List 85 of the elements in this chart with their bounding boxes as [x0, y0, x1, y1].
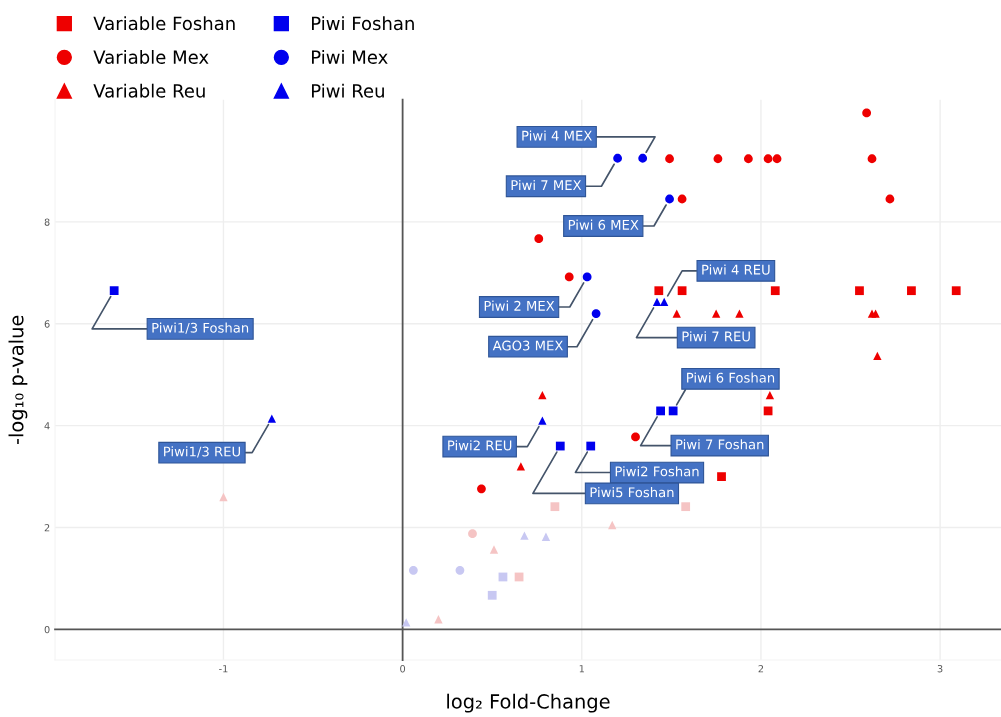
- point: [408, 565, 418, 575]
- point: [434, 615, 443, 624]
- y-tick-label: 6: [44, 320, 50, 328]
- point: [907, 286, 916, 296]
- y-axis-title: -log₁₀ p-value: [8, 315, 28, 445]
- point: [538, 416, 547, 425]
- annotation: Piwi1/3 REU: [164, 446, 240, 458]
- annotation: Piwi2 Foshan: [615, 466, 699, 477]
- annotation: Piwi 7 MEX: [511, 179, 582, 190]
- point: [873, 351, 882, 361]
- x-tick-label: 0: [400, 665, 406, 673]
- point: [656, 406, 665, 416]
- point: [550, 502, 560, 512]
- annotation: Piwi 7 REU: [682, 331, 750, 342]
- annotation: Piwi 7 Foshan: [676, 439, 764, 450]
- point: [267, 414, 276, 423]
- point: [668, 406, 678, 416]
- point: [591, 309, 601, 318]
- point: [862, 108, 872, 118]
- point: [219, 492, 228, 502]
- point: [608, 520, 617, 530]
- legend-label: Piwi Foshan: [312, 16, 414, 31]
- point: [885, 194, 895, 204]
- point: [489, 545, 499, 554]
- point: [713, 154, 723, 164]
- point: [613, 153, 622, 163]
- legend-label: Variable Foshan: [93, 16, 235, 31]
- y-tick-label: 8: [44, 218, 50, 226]
- annotation: AGO3 MEX: [492, 340, 563, 351]
- point: [770, 286, 780, 296]
- annotation: Piwi 4 MEX: [522, 130, 592, 141]
- point: [711, 309, 721, 318]
- x-tick-label: 1: [579, 665, 584, 673]
- point: [487, 590, 497, 600]
- point: [654, 286, 664, 296]
- y-tick-label: 2: [44, 524, 50, 532]
- annotation: Piwi 6 MEX: [568, 219, 639, 230]
- y-tick-label: 4: [44, 422, 50, 430]
- point: [534, 234, 544, 244]
- point: [109, 286, 119, 296]
- point: [665, 194, 674, 204]
- annotation: Piwi1/3 Foshan: [152, 322, 249, 334]
- point: [677, 286, 687, 296]
- point: [541, 532, 551, 541]
- point: [951, 286, 961, 296]
- point: [582, 272, 592, 282]
- x-tick-label: 2: [758, 665, 764, 673]
- point: [677, 194, 687, 204]
- point: [468, 529, 477, 539]
- point: [744, 154, 753, 164]
- point: [867, 154, 877, 164]
- point: [638, 153, 648, 163]
- legend-label: Piwi Reu: [312, 83, 384, 98]
- legend-label: Variable Mex: [93, 49, 209, 64]
- point: [586, 441, 596, 451]
- point: [665, 154, 674, 164]
- point: [520, 531, 529, 540]
- point: [538, 390, 547, 400]
- point: [555, 441, 565, 451]
- x-tick-label: 3: [937, 665, 943, 673]
- legend-label: Piwi Mex: [312, 49, 388, 64]
- x-axis-title: log₂ Fold-Change: [447, 693, 610, 713]
- point: [871, 309, 880, 318]
- x-tick-label: -1: [219, 665, 228, 673]
- point: [477, 484, 486, 494]
- annotation: Piwi 2 MEX: [484, 300, 555, 311]
- annotation: Piwi 4 REU: [702, 264, 770, 275]
- point: [855, 286, 864, 296]
- annotation: Piwi2 REU: [448, 440, 512, 451]
- point: [765, 390, 775, 400]
- point: [516, 462, 526, 471]
- annotation: Piwi5 Foshan: [590, 487, 674, 498]
- point: [772, 154, 782, 164]
- point: [564, 272, 574, 282]
- legend-label: Variable Reu: [93, 83, 205, 98]
- point: [672, 309, 681, 318]
- point: [763, 154, 773, 164]
- point: [681, 502, 691, 512]
- point: [455, 565, 465, 575]
- point: [735, 309, 744, 318]
- annotation: Piwi 6 Foshan: [687, 372, 775, 383]
- point: [717, 472, 726, 482]
- point: [631, 432, 640, 442]
- y-tick-label: 0: [44, 625, 50, 634]
- point: [660, 297, 669, 307]
